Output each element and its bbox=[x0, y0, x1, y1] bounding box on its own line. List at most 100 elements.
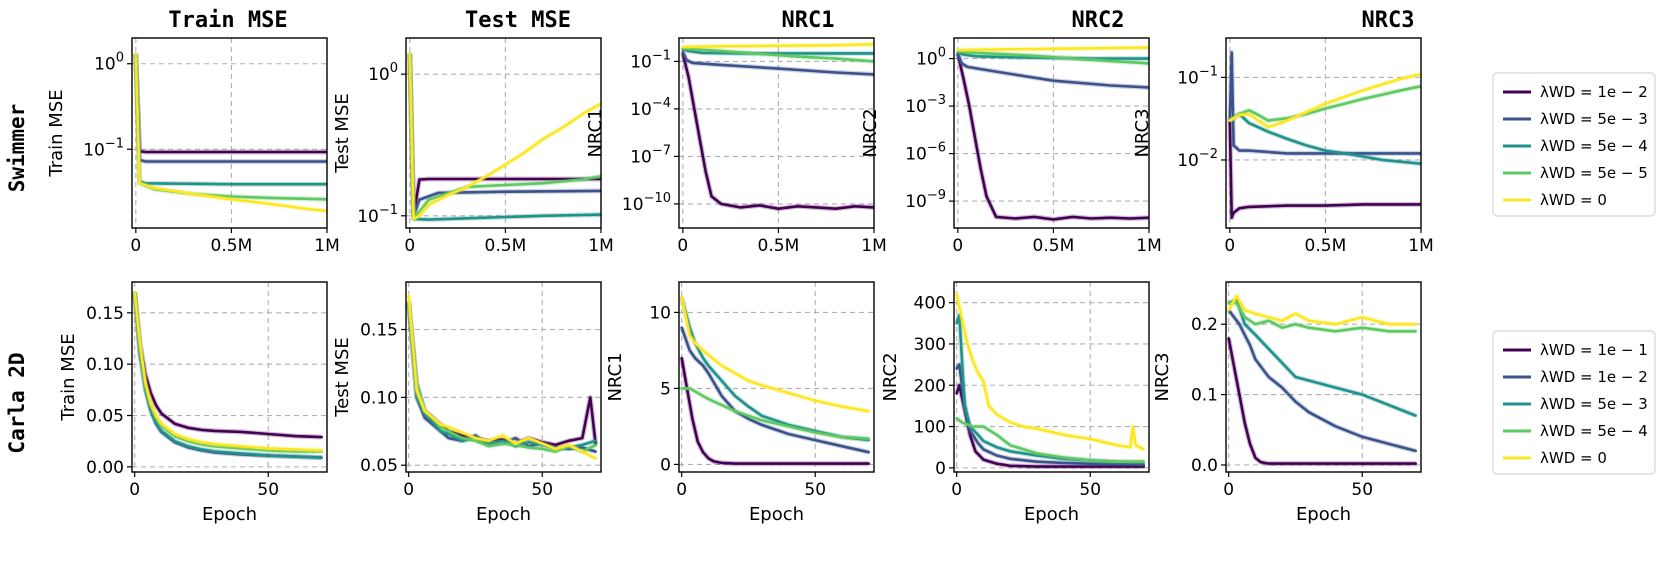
y-tick-label: 100 bbox=[368, 61, 398, 85]
panel-r1-c3: 0 50 0 100 200 300 400 NRC2 Epoch bbox=[880, 281, 1150, 525]
y-tick-label: 5 bbox=[660, 379, 671, 399]
y-axis-label: NRC2 bbox=[880, 352, 901, 401]
y-axis-label: Train MSE bbox=[58, 333, 79, 421]
x-axis-label: Epoch bbox=[202, 504, 257, 525]
panel-r1-c0: 0 50 0.00 0.05 0.10 0.15 Train MSE Epoch bbox=[58, 281, 328, 525]
x-tick-label: 1M bbox=[1408, 236, 1433, 256]
y-axis-label: NRC1 bbox=[585, 108, 606, 157]
series-line-0 bbox=[408, 52, 601, 221]
series-line-5e-5 bbox=[681, 46, 874, 63]
y-tick-label: 100 bbox=[916, 46, 946, 70]
x-tick-label: 0 bbox=[1224, 236, 1235, 256]
series-line-1e-1 bbox=[133, 290, 324, 439]
x-tick-label: 0.5M bbox=[211, 236, 253, 256]
y-tick-label: 10−7 bbox=[630, 143, 671, 167]
y-tick-label: 0.05 bbox=[360, 456, 398, 476]
x-tick-label: 0 bbox=[676, 480, 687, 500]
legend-entry: λWD = 0 bbox=[1540, 191, 1607, 209]
series-line-1e-2 bbox=[956, 52, 1149, 221]
x-tick-label: 50 bbox=[804, 480, 826, 500]
series-line-0 bbox=[1227, 294, 1417, 326]
y-tick-label: 10−1 bbox=[630, 48, 671, 72]
series-line-5e-4 bbox=[955, 416, 1145, 464]
axes-frame bbox=[953, 281, 1150, 473]
y-tick-label: 10−3 bbox=[905, 93, 946, 117]
series-line-5e-4 bbox=[1227, 301, 1417, 333]
x-tick-label: 0.5M bbox=[1305, 236, 1347, 256]
x-tick-label: 0.5M bbox=[758, 236, 800, 256]
row-label-carla-2d: Carla 2D bbox=[5, 352, 29, 453]
y-tick-label: 100 bbox=[914, 418, 946, 438]
y-tick-label: 0 bbox=[935, 459, 946, 479]
panel-r0-c2: 0 0.5M 1M 10−10 10−7 10−4 10−1 NRC1 bbox=[585, 37, 887, 256]
x-tick-label: 50 bbox=[531, 480, 553, 500]
x-tick-label: 0 bbox=[952, 236, 963, 256]
axes-frame bbox=[405, 281, 602, 473]
col-title-nrc2: NRC2 bbox=[1072, 8, 1125, 33]
series-line-0 bbox=[681, 42, 874, 49]
series-band-0 bbox=[406, 295, 597, 461]
series-line-5e-5 bbox=[956, 49, 1149, 65]
legend-entry: λWD = 5e − 3 bbox=[1540, 395, 1648, 413]
panel-r1-c1: 0 50 0.05 0.10 0.15 Test MSE Epoch bbox=[332, 281, 602, 525]
series-line-5e-4 bbox=[680, 387, 871, 440]
y-tick-label: 300 bbox=[914, 335, 946, 355]
legend-swimmer: λWD = 1e − 2 λWD = 5e − 3 λWD = 5e − 4 λWD … bbox=[1492, 72, 1656, 217]
y-axis-label: NRC1 bbox=[605, 352, 626, 401]
series-line-1e-2 bbox=[681, 52, 874, 210]
x-tick-label: 50 bbox=[1351, 480, 1373, 500]
x-tick-label: 0 bbox=[130, 236, 141, 256]
col-title-test-mse: Test MSE bbox=[465, 8, 571, 33]
x-axis-label: Epoch bbox=[749, 504, 804, 525]
series-line-5e-3 bbox=[1227, 298, 1417, 418]
series-line-0 bbox=[407, 294, 598, 460]
x-tick-label: 0.5M bbox=[485, 236, 527, 256]
series-line-5e-3 bbox=[134, 52, 327, 163]
y-tick-label: 0.10 bbox=[360, 388, 398, 408]
series-line-5e-5 bbox=[408, 52, 601, 221]
series-band-5e-3 bbox=[133, 53, 327, 164]
series-band-0 bbox=[132, 292, 322, 453]
legend-entry: λWD = 5e − 4 bbox=[1540, 422, 1648, 440]
legend-entry: λWD = 1e − 2 bbox=[1540, 368, 1648, 386]
y-tick-label: 10−1 bbox=[1177, 64, 1218, 88]
y-tick-label: 200 bbox=[914, 376, 946, 396]
x-tick-label: 0 bbox=[677, 236, 688, 256]
y-axis-label: NRC2 bbox=[860, 108, 881, 157]
axes-frame bbox=[953, 37, 1150, 229]
panel-r0-c0: 0 0.5M 1M 10−1 100 Train MSE bbox=[46, 37, 340, 256]
y-axis-label: Test MSE bbox=[332, 93, 353, 174]
x-tick-label: 50 bbox=[1079, 480, 1101, 500]
y-tick-label: 10−10 bbox=[622, 191, 671, 215]
x-tick-label: 1M bbox=[861, 236, 886, 256]
series-line-0 bbox=[133, 290, 324, 452]
panel-r0-c4: 0 0.5M 1M 10−2 10−1 NRC3 bbox=[1132, 37, 1434, 256]
col-title-train-mse: Train MSE bbox=[168, 8, 287, 33]
axes-frame bbox=[678, 37, 875, 229]
y-tick-label: 10−1 bbox=[357, 203, 398, 227]
series-line-5e-3 bbox=[956, 52, 1149, 89]
series-line-0 bbox=[134, 52, 327, 213]
y-tick-label: 400 bbox=[914, 294, 946, 314]
y-tick-label: 0.05 bbox=[86, 407, 124, 427]
series-line-5e-3 bbox=[407, 301, 598, 451]
series-line-5e-3 bbox=[681, 50, 874, 76]
series-band-0 bbox=[1226, 293, 1416, 327]
y-tick-label: 0.2 bbox=[1191, 315, 1218, 335]
y-tick-label: 0 bbox=[660, 455, 671, 475]
legend-carla-2d: λWD = 1e − 1 λWD = 1e − 2 λWD = 5e − 3 λWD … bbox=[1492, 330, 1656, 475]
series-line-1e-2 bbox=[1227, 308, 1417, 453]
series-line-0 bbox=[1228, 72, 1421, 129]
legend-entry: λWD = 5e − 3 bbox=[1540, 110, 1648, 128]
axes-frame bbox=[1225, 281, 1422, 473]
x-tick-label: 1M bbox=[588, 236, 613, 256]
col-title-nrc1: NRC1 bbox=[782, 8, 835, 33]
series-line-5e-5 bbox=[1228, 85, 1421, 122]
panel-r1-c2: 0 50 0 5 10 NRC1 Epoch bbox=[605, 281, 875, 525]
y-axis-label: NRC3 bbox=[1152, 352, 1173, 401]
axes-frame bbox=[131, 281, 328, 473]
y-tick-label: 10−1 bbox=[83, 136, 124, 160]
y-tick-label: 0.1 bbox=[1191, 386, 1218, 406]
row-label-swimmer: Swimmer bbox=[5, 104, 29, 193]
